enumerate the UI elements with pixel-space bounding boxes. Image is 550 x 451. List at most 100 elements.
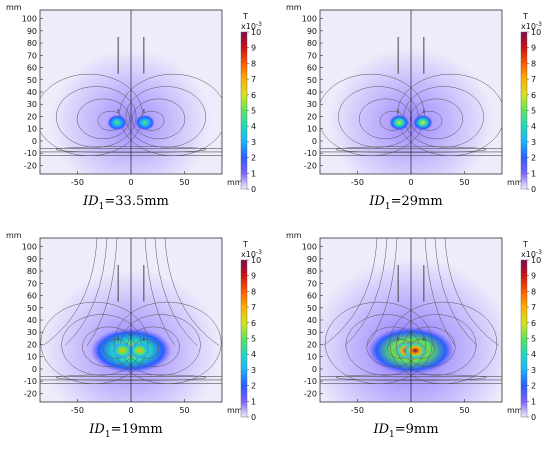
- colorbar-exponent: x10-3: [521, 21, 542, 31]
- hotspot: [412, 114, 433, 131]
- colorbar-tick-label: 8: [251, 59, 256, 68]
- flux-line: [86, 238, 118, 346]
- flux-line: [434, 238, 478, 346]
- y-tick-label: 40: [27, 88, 37, 97]
- y-tick-label: 0: [312, 137, 317, 146]
- flux-line: [358, 98, 412, 140]
- y-tick-label: 40: [27, 316, 37, 325]
- colorbar-tick-label: 10: [531, 256, 541, 265]
- flux-line: [125, 86, 206, 148]
- y-tick-label: 10: [307, 125, 317, 134]
- y-tick-label: 60: [27, 64, 37, 73]
- colorbar-exponent: x10-3: [521, 249, 542, 259]
- y-tick-label: 80: [307, 267, 317, 276]
- colorbar-tick-label: 8: [531, 59, 536, 68]
- y-tick-label: 30: [27, 100, 37, 109]
- colorbar: [520, 31, 528, 190]
- y-tick-label: 60: [307, 292, 317, 301]
- y-tick-label: 50: [307, 76, 317, 85]
- colorbar-tick-label: 0: [531, 185, 536, 194]
- colorbar-tick-label: 0: [251, 413, 256, 422]
- y-tick-label: 70: [307, 279, 317, 288]
- colorbar-tick-label: 9: [251, 44, 256, 53]
- hotspot: [403, 341, 428, 360]
- y-tick-label: -20: [24, 161, 37, 170]
- colorbar-tick-label: 3: [251, 138, 256, 147]
- y-tick-label: 100: [302, 15, 317, 24]
- colorbar-tick-label: 5: [251, 107, 256, 116]
- y-tick-label: 70: [27, 279, 37, 288]
- colorbar-tick-label: 6: [251, 319, 256, 328]
- colorbar-tick-label: 10: [251, 28, 261, 37]
- colorbar-tick-label: 3: [531, 366, 536, 375]
- hotspot: [128, 342, 151, 359]
- colorbar-tick-label: 6: [531, 319, 536, 328]
- y-tick-label: 60: [307, 64, 317, 73]
- y-tick-label: -10: [304, 149, 317, 158]
- y-tick-label: 30: [307, 100, 317, 109]
- panel-caption: ID1=9mm: [372, 422, 438, 440]
- flux-line: [164, 238, 220, 346]
- colorbar-tick-label: 4: [251, 122, 256, 131]
- y-tick-label: 60: [27, 292, 37, 301]
- colorbar-tick-label: 1: [531, 169, 536, 178]
- x-unit-label: mm: [507, 406, 523, 415]
- colorbar-tick-label: 6: [251, 91, 256, 100]
- colorbar-tick-label: 5: [531, 107, 536, 116]
- colorbar-tick-label: 6: [531, 91, 536, 100]
- y-unit-label: mm: [286, 231, 302, 240]
- y-tick-label: 90: [307, 255, 317, 264]
- colorbar-tick-label: 2: [251, 154, 256, 163]
- y-tick-label: 80: [307, 39, 317, 48]
- hotspot: [389, 114, 410, 131]
- colorbar-unit: T: [242, 240, 248, 249]
- colorbar: [520, 259, 528, 418]
- x-unit-label: mm: [227, 178, 243, 187]
- flux-line: [132, 98, 186, 140]
- colorbar-tick-label: 3: [251, 366, 256, 375]
- y-tick-label: 20: [27, 340, 37, 349]
- y-tick-label: 20: [27, 112, 37, 121]
- colorbar-tick-label: 9: [251, 272, 256, 281]
- y-tick-label: 20: [307, 112, 317, 121]
- flux-line: [144, 238, 176, 346]
- x-tick-label: -50: [71, 178, 84, 187]
- flux-line: [410, 98, 464, 140]
- colorbar-tick-label: 7: [251, 303, 256, 312]
- x-unit-label: mm: [227, 406, 243, 415]
- flux-line: [444, 238, 500, 346]
- y-tick-label: 0: [32, 365, 37, 374]
- y-tick-label: 10: [27, 125, 37, 134]
- colorbar-unit: T: [242, 12, 248, 21]
- flux-line: [64, 238, 108, 346]
- y-tick-label: -20: [304, 389, 317, 398]
- colorbar-tick-label: 2: [251, 382, 256, 391]
- x-tick-label: 0: [408, 406, 413, 415]
- colorbar: [240, 31, 248, 190]
- colorbar-tick-label: 0: [251, 185, 256, 194]
- y-tick-label: 100: [22, 15, 37, 24]
- colorbar-tick-label: 8: [531, 287, 536, 296]
- colorbar-tick-label: 9: [531, 44, 536, 53]
- colorbar-tick-label: 1: [251, 169, 256, 178]
- colorbar-tick-label: 4: [531, 122, 536, 131]
- colorbar-tick-label: 7: [531, 75, 536, 84]
- y-tick-label: 50: [27, 76, 37, 85]
- y-tick-label: 10: [27, 353, 37, 362]
- y-tick-label: 40: [307, 88, 317, 97]
- colorbar-tick-label: 7: [531, 303, 536, 312]
- colorbar-tick-label: 10: [251, 256, 261, 265]
- colorbar-tick-label: 5: [251, 335, 256, 344]
- hotspot: [107, 114, 127, 131]
- y-unit-label: mm: [286, 3, 302, 12]
- panel-caption: ID1=19mm: [88, 422, 162, 440]
- y-tick-label: 70: [307, 51, 317, 60]
- y-tick-label: 80: [27, 39, 37, 48]
- colorbar: [240, 259, 248, 418]
- colorbar-tick-label: 2: [531, 382, 536, 391]
- x-tick-label: 0: [128, 406, 133, 415]
- flux-line: [322, 238, 378, 346]
